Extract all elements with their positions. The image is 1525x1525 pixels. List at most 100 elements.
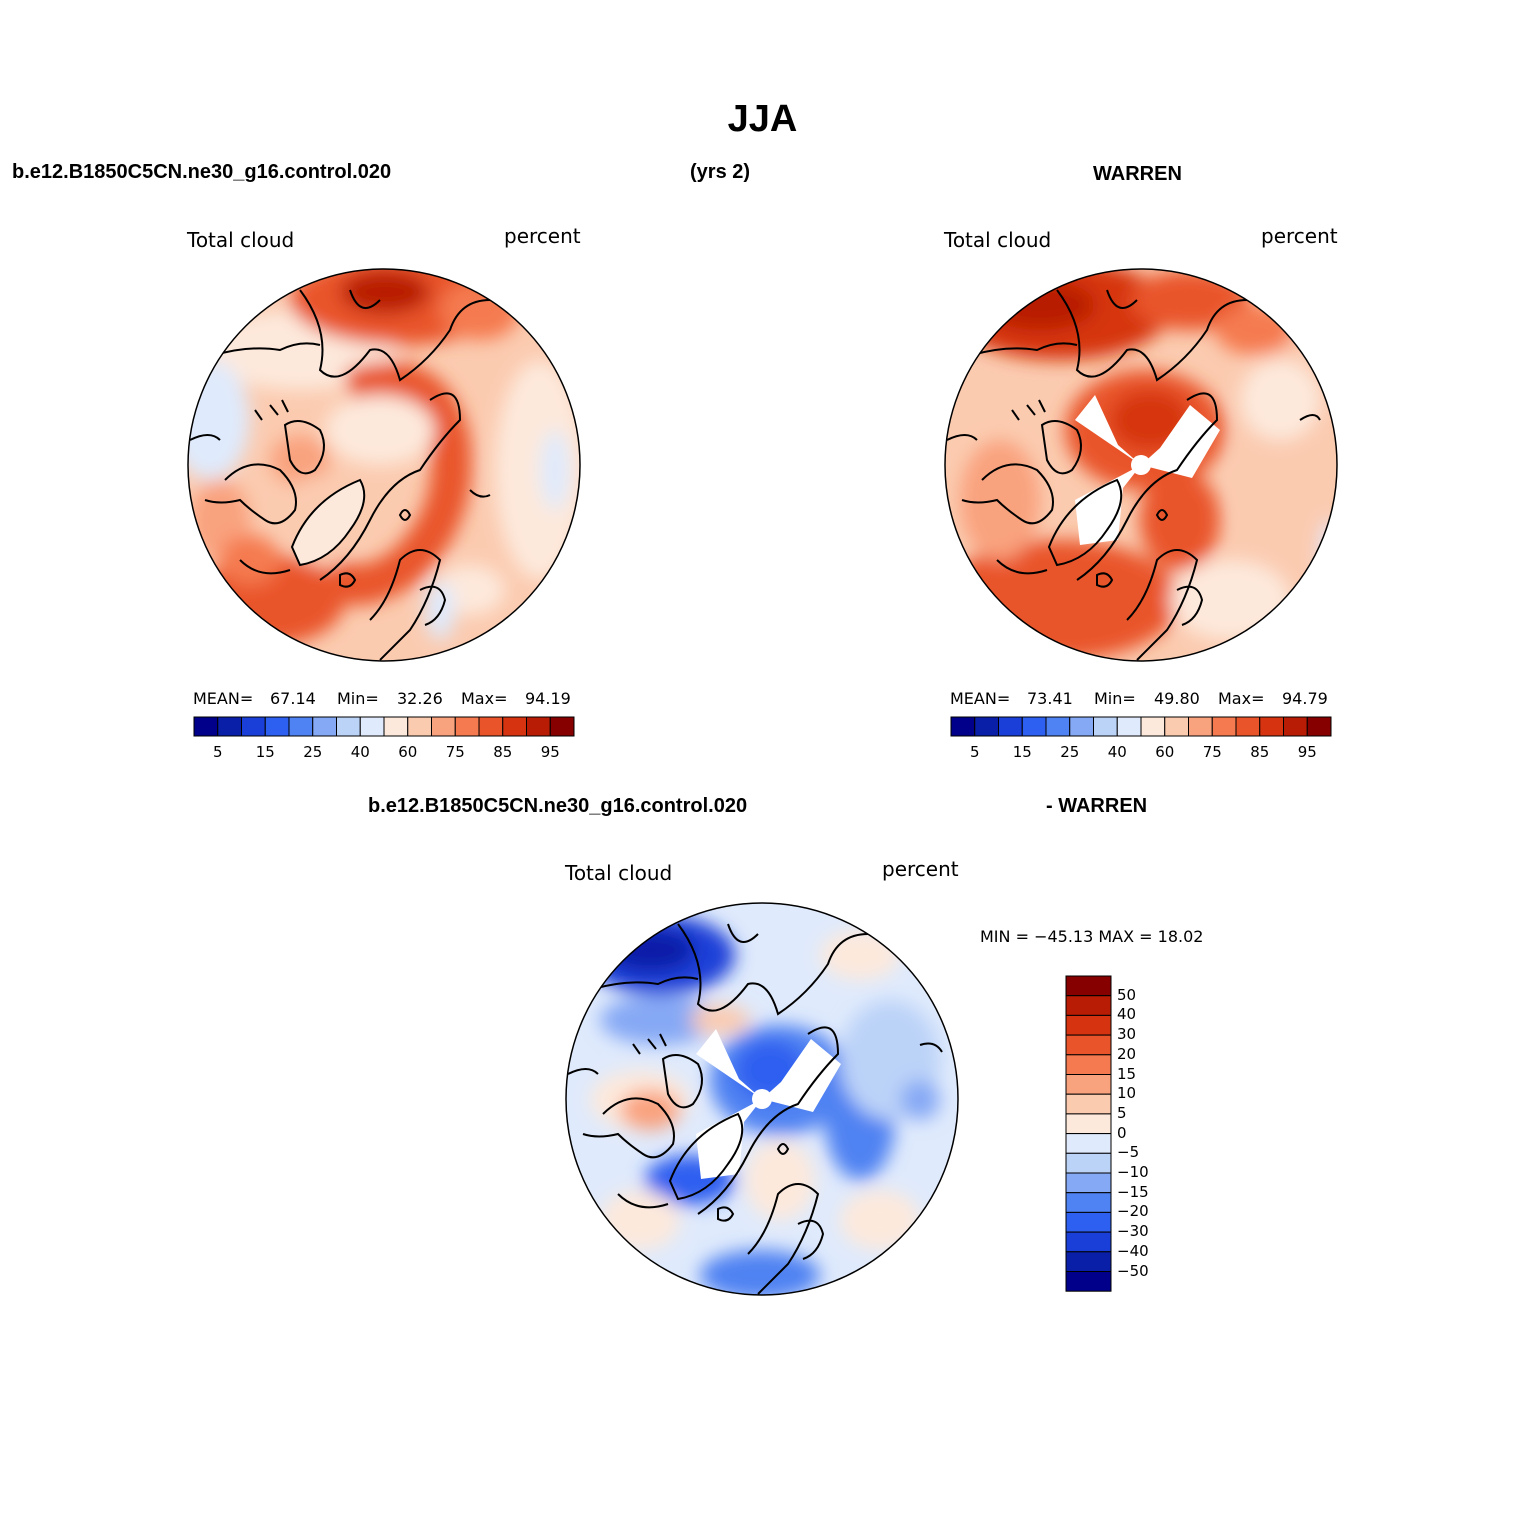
colorbar-swatch [264,716,290,737]
colorbar-swatch [1164,716,1189,737]
colorbar-tick-label: 40 [1117,1005,1137,1024]
panel1-mean-label: MEAN= [193,689,254,708]
colorbar-swatch [1065,975,1112,997]
colorbar-tick-label: 15 [1012,743,1032,761]
colorbar-swatch [998,716,1023,737]
colorbar-swatch [549,716,575,737]
colorbar-swatch [1065,1172,1112,1194]
colorbar-swatch [1065,1271,1112,1292]
colorbar-tick-label: 15 [255,743,275,761]
colorbar-swatch [454,716,480,737]
panel1-max-value: 94.19 [525,689,571,708]
colorbar-swatch [1065,1211,1112,1233]
diff-variable-label: Total cloud [565,861,673,885]
colorbar-swatch [1065,1034,1112,1056]
colorbar-swatch [1069,716,1094,737]
colorbar-swatch [1116,716,1142,737]
colorbar-tick-label: 0 [1117,1123,1127,1142]
colorbar-tick-label: 95 [1297,743,1317,761]
colorbar-swatch [1065,1014,1112,1036]
panel2-mean-label: MEAN= [950,689,1011,708]
panel1-min-value: 32.26 [397,689,443,708]
panel2-variable-label: Total cloud [944,228,1052,252]
panel1-max-label: Max= [461,689,508,708]
colorbar-tick-label: 5 [1117,1103,1127,1122]
colorbar-swatch [1065,1251,1112,1273]
colorbar-swatch [359,716,385,737]
case-name-header: b.e12.B1850C5CN.ne30_g16.control.020 [12,161,392,183]
colorbar-swatch [1235,716,1261,737]
colorbar-tick-label: −50 [1117,1261,1149,1280]
years-header: (yrs 2) [690,161,751,183]
panel2-units-label: percent [1261,224,1338,248]
colorbar-tick-label: −30 [1117,1222,1149,1241]
panel2-max-value: 94.79 [1282,689,1328,708]
colorbar-swatch [502,716,527,737]
panel2-coastlines [946,289,1321,661]
panel2-mean-value: 73.41 [1027,689,1073,708]
obs-name-header: WARREN [1093,163,1182,185]
colorbar-tick-label: 25 [303,743,323,761]
colorbar-tick-label: 40 [350,743,370,761]
diff-coastlines [567,923,943,1295]
colorbar-tick-label: −20 [1117,1202,1149,1221]
colorbar-swatch [526,716,551,737]
colorbar-tick-label: 50 [1117,985,1137,1004]
colorbar-swatch [974,716,999,737]
colorbar-swatch [1065,1054,1112,1076]
colorbar-tick-label: 60 [1155,743,1175,761]
colorbar-swatch [431,716,456,737]
diff-obs-header: - WARREN [1046,795,1148,817]
colorbar-tick-label: 85 [493,743,513,761]
colorbar-swatch [478,716,504,737]
panel2-map-border [944,268,1338,662]
colorbar-tick-label: 5 [969,743,980,761]
diff-map-border [565,902,959,1296]
colorbar-tick-label: 40 [1107,743,1127,761]
colorbar-swatch [1188,716,1213,737]
colorbar-tick-label: 60 [398,743,418,761]
colorbar-tick-label: 10 [1117,1084,1137,1103]
panel1-mean-value: 67.14 [270,689,316,708]
colorbar-tick-label: 30 [1117,1025,1137,1044]
diff-units-label: percent [882,857,959,881]
colorbar-swatch [950,716,976,737]
colorbar-swatch [383,716,409,737]
colorbar-swatch [336,716,361,737]
colorbar-swatch [1021,716,1047,737]
colorbar-swatch [193,716,219,737]
colorbar-swatch [1065,1113,1112,1135]
colorbar-tick-label: 75 [445,743,465,761]
colorbar-tick-label: 5 [212,743,223,761]
colorbar-swatch [1093,716,1118,737]
colorbar-tick-label: 95 [540,743,560,761]
panel2-field [945,269,1337,661]
panel1-field [188,269,580,661]
panel2-min-label: Min= [1094,689,1136,708]
colorbar-tick-label: 75 [1202,743,1222,761]
colorbar-swatch [241,716,266,737]
colorbar-tick-label: 15 [1117,1064,1137,1083]
colorbar-swatch [1140,716,1166,737]
panel1-colorbar [193,716,575,737]
colorbar-tick-label: −10 [1117,1163,1149,1181]
diff-minmax-label: MIN = −45.13 MAX = 18.02 [980,927,1204,946]
page-title: JJA [727,98,798,140]
panel2-colorbar [950,716,1332,737]
colorbar-swatch [1259,716,1284,737]
colorbar-swatch [1065,1231,1112,1253]
diff-field [566,903,958,1295]
colorbar-tick-label: −15 [1117,1182,1149,1201]
panel1-variable-label: Total cloud [187,228,295,252]
colorbar-swatch [1065,1192,1112,1213]
colorbar-tick-label: −5 [1117,1143,1140,1162]
colorbar-swatch [1306,716,1332,737]
colorbar-swatch [1045,716,1071,737]
diff-case-header: b.e12.B1850C5CN.ne30_g16.control.020 [368,795,748,817]
colorbar-swatch [217,716,242,737]
colorbar-swatch [312,716,337,737]
colorbar-tick-label: 25 [1060,743,1080,761]
colorbar-swatch [1283,716,1308,737]
panel1-coastlines [189,289,491,661]
